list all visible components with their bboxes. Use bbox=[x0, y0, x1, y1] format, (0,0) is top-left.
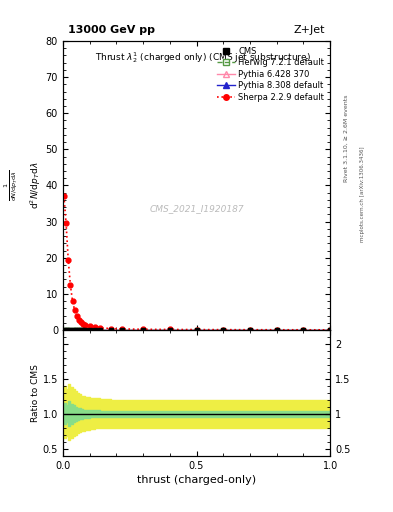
Text: Rivet 3.1.10, ≥ 2.6M events: Rivet 3.1.10, ≥ 2.6M events bbox=[344, 95, 349, 182]
X-axis label: thrust (charged-only): thrust (charged-only) bbox=[137, 475, 256, 485]
Text: Z+Jet: Z+Jet bbox=[293, 25, 325, 35]
Text: Thrust $\lambda_2^1$ (charged only) (CMS jet substructure): Thrust $\lambda_2^1$ (charged only) (CMS… bbox=[95, 50, 311, 65]
Y-axis label: $\frac{1}{\mathrm{d}N/\mathrm{d}p_T\mathrm{d}\lambda}$
$\mathrm{d}^2N/\mathrm{d}: $\frac{1}{\mathrm{d}N/\mathrm{d}p_T\math… bbox=[3, 162, 43, 209]
Text: 13000 GeV pp: 13000 GeV pp bbox=[68, 25, 155, 35]
Text: mcplots.cern.ch [arXiv:1306.3436]: mcplots.cern.ch [arXiv:1306.3436] bbox=[360, 147, 365, 242]
Text: CMS_2021_I1920187: CMS_2021_I1920187 bbox=[149, 204, 244, 213]
Y-axis label: Ratio to CMS: Ratio to CMS bbox=[31, 364, 40, 422]
Legend: CMS, Herwig 7.2.1 default, Pythia 6.428 370, Pythia 8.308 default, Sherpa 2.2.9 : CMS, Herwig 7.2.1 default, Pythia 6.428 … bbox=[215, 45, 326, 103]
